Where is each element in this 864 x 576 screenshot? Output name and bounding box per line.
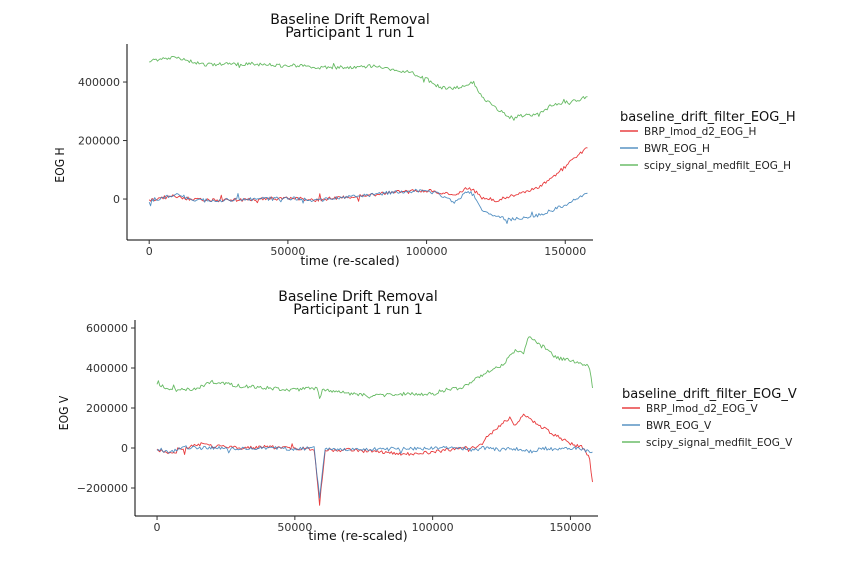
bottom-chart-subtitle: Participant 1 run 1 [293,302,423,318]
top-chart-ylabel: EOG H [53,147,67,182]
bottom-series-line-2 [156,336,593,399]
bottom-y-tick-label-1: 0 [121,442,128,455]
top-legend-label-2: scipy_signal_medfilt_EOG_H [644,160,791,172]
bottom-x-tick-label-1: 50000 [277,521,312,534]
bottom-series-line-1 [156,445,593,499]
bottom-y-tick-label-0: −200000 [77,482,128,495]
bottom-y-tick-label-3: 400000 [86,362,128,375]
bottom-legend-label-0: BRP_lmod_d2_EOG_V [646,403,758,415]
bottom-legend-label-1: BWR_EOG_V [646,420,712,432]
bottom-chart-xlabel: time (re-scaled) [308,528,407,543]
bottom-y-tick-label-4: 600000 [86,322,128,335]
top-series-line-2 [149,55,588,121]
bottom-chart-ylabel: EOG V [57,395,71,430]
top-chart-xlabel: time (re-scaled) [300,253,399,268]
top-legend-label-0: BRP_lmod_d2_EOG_H [644,126,756,138]
top-y-tick-label-0: 0 [113,193,120,206]
bottom-series-line-0 [156,413,593,506]
top-chart-title: Baseline Drift Removal [270,12,430,28]
top-y-tick-label-2: 400000 [78,76,120,89]
top-chart-subtitle: Participant 1 run 1 [285,25,415,41]
top-x-tick-label-1: 50000 [270,245,305,258]
bottom-x-tick-label-0: 0 [154,521,161,534]
top-x-tick-label-2: 100000 [406,245,448,258]
bottom-legend-title: baseline_drift_filter_EOG_V [622,387,797,402]
top-y-tick-label-1: 200000 [78,135,120,148]
bottom-x-tick-label-2: 100000 [412,521,454,534]
bottom-x-tick-label-3: 150000 [549,521,591,534]
top-series-line-1 [148,188,588,224]
top-legend-title: baseline_drift_filter_EOG_H [620,110,796,125]
bottom-legend-label-2: scipy_signal_medfilt_EOG_V [646,437,793,449]
bottom-chart-title: Baseline Drift Removal [278,289,438,305]
top-x-tick-label-3: 150000 [544,245,586,258]
bottom-y-tick-label-2: 200000 [86,402,128,415]
top-series-line-0 [148,147,588,204]
top-x-tick-label-0: 0 [146,245,153,258]
top-legend-label-1: BWR_EOG_H [644,143,710,155]
